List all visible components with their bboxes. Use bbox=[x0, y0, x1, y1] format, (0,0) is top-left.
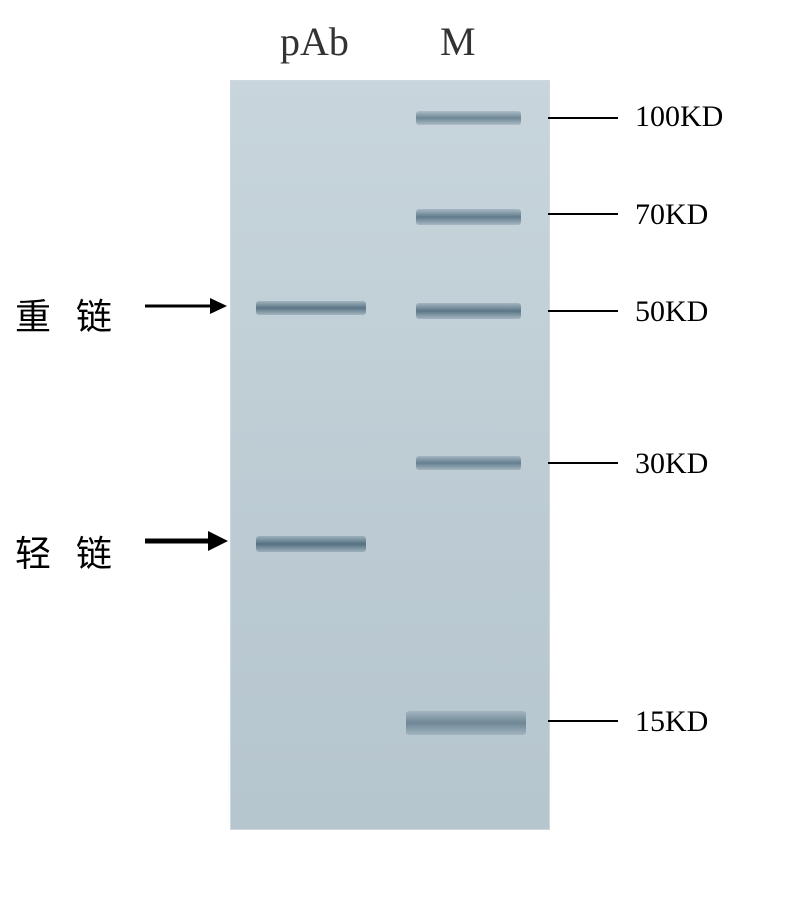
lane-header-marker: M bbox=[440, 18, 476, 65]
marker-tick-15 bbox=[548, 720, 618, 722]
marker-band bbox=[416, 209, 521, 225]
gel-background bbox=[230, 80, 550, 830]
heavy-chain-arrow-icon bbox=[145, 296, 230, 316]
gel-image bbox=[230, 80, 550, 830]
marker-tick-50 bbox=[548, 310, 618, 312]
marker-tick-70 bbox=[548, 213, 618, 215]
light-chain-arrow-icon bbox=[145, 530, 230, 552]
marker-label-70: 70KD bbox=[635, 198, 708, 232]
marker-band bbox=[406, 711, 526, 735]
heavy-chain-label: 重 链 bbox=[15, 288, 120, 340]
marker-label-50: 50KD bbox=[635, 295, 708, 329]
marker-tick-100 bbox=[548, 117, 618, 119]
light-chain-label: 轻 链 bbox=[15, 525, 120, 577]
pab-band bbox=[256, 301, 366, 315]
marker-band bbox=[416, 111, 521, 125]
marker-label-100: 100KD bbox=[635, 100, 723, 134]
marker-tick-30 bbox=[548, 462, 618, 464]
marker-band bbox=[416, 456, 521, 470]
marker-label-15: 15KD bbox=[635, 705, 708, 739]
marker-band bbox=[416, 303, 521, 319]
lane-header-pab: pAb bbox=[280, 18, 349, 65]
figure-container: pAb M 重 链 轻 链 100KD 70KD 50KD 30KD 15KD bbox=[0, 0, 795, 905]
pab-band bbox=[256, 536, 366, 552]
marker-label-30: 30KD bbox=[635, 447, 708, 481]
